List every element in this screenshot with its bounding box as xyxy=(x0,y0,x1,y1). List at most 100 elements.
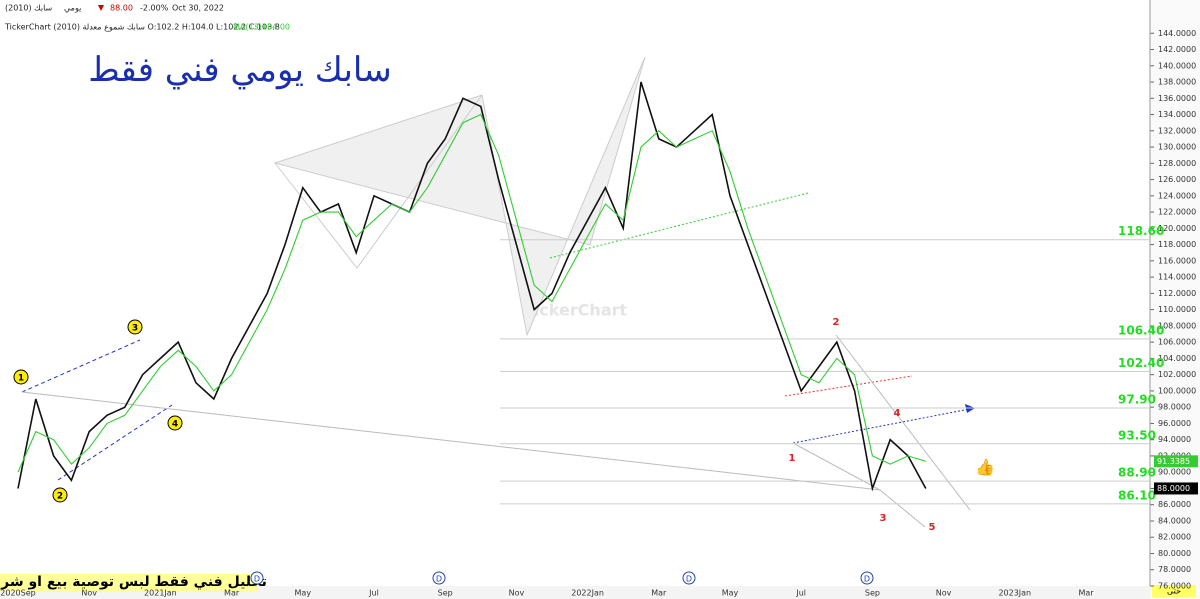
change: -2.00% xyxy=(140,4,169,13)
y-tick-label: 112.0000 xyxy=(1158,289,1196,298)
y-tick-label: 114.0000 xyxy=(1158,273,1196,282)
y-tick-label: 102.0000 xyxy=(1158,370,1196,379)
ma-last-box xyxy=(1154,455,1198,468)
last-price-label: 88.0000 xyxy=(1157,484,1190,493)
corner-label: حتى xyxy=(1167,587,1181,596)
y-tick-label: 140.0000 xyxy=(1158,61,1196,70)
y-tick-label: 122.0000 xyxy=(1158,208,1196,217)
y-tick-label: 98.0000 xyxy=(1158,403,1191,412)
x-tick-label: Jul xyxy=(368,589,379,598)
x-tick-label: 2022Jan xyxy=(571,589,604,598)
level-label: 106.40 xyxy=(1118,323,1164,337)
wave-circle xyxy=(13,369,29,385)
ma-last-label: 91.3385 xyxy=(1157,457,1190,466)
event-label: D xyxy=(436,575,442,584)
trend-line-green xyxy=(549,192,809,259)
harmonic-pattern xyxy=(273,56,646,337)
last-price-box xyxy=(1154,482,1198,495)
y-tick-label: 118.0000 xyxy=(1158,240,1196,249)
arrow-head xyxy=(965,404,975,413)
x-tick-label: 2023Jan xyxy=(998,589,1031,598)
watermark: TickerChart xyxy=(523,301,628,320)
price-line xyxy=(17,81,927,492)
y-tick-label: 84.0000 xyxy=(1158,516,1191,525)
drawings xyxy=(21,56,976,528)
x-tick-label: 2021Jan xyxy=(144,589,177,598)
x-tick-label: May xyxy=(722,589,739,598)
y-tick-label: 120.0000 xyxy=(1158,224,1196,233)
wave-red-label: 1 xyxy=(789,453,796,464)
y-tick-label: 116.0000 xyxy=(1158,256,1196,265)
x-tick-label: Mar xyxy=(1078,589,1094,598)
x-tick-label: Nov xyxy=(81,589,97,598)
level-label: 88.90 xyxy=(1118,466,1156,480)
pattern-line xyxy=(274,94,483,269)
y-tick-label: 138.0000 xyxy=(1158,78,1196,87)
level-label: 118.60 xyxy=(1118,224,1164,238)
y-tick-label: 106.0000 xyxy=(1158,338,1196,347)
y-tick-label: 82.0000 xyxy=(1158,533,1191,542)
event-circle xyxy=(860,571,874,585)
date: Oct 30, 2022 xyxy=(172,4,224,13)
disclaimer-box xyxy=(0,574,258,592)
x-tick-label: Nov xyxy=(936,589,952,598)
trend-line xyxy=(21,391,881,491)
x-tick-label: Nov xyxy=(509,589,525,598)
y-tick-label: 132.0000 xyxy=(1158,126,1196,135)
y-tick-label: 104.0000 xyxy=(1158,354,1196,363)
wave-label: 4 xyxy=(172,420,178,430)
y-tick-label: 76.0000 xyxy=(1158,582,1191,591)
wave-circle xyxy=(52,487,68,503)
y-tick-label: 126.0000 xyxy=(1158,175,1196,184)
period: يومي xyxy=(64,4,81,13)
wave-red-label: 2 xyxy=(833,317,840,328)
y-axis-band xyxy=(1150,0,1200,599)
y-tick-label: 134.0000 xyxy=(1158,110,1196,119)
x-tick-label: Mar xyxy=(224,589,240,598)
wave-circle xyxy=(167,415,183,431)
y-tick-label: 130.0000 xyxy=(1158,143,1196,152)
wave-label: 2 xyxy=(57,492,63,502)
thumb-icon: 👍 xyxy=(975,458,995,477)
channel xyxy=(21,339,173,481)
wave-circle xyxy=(127,319,143,335)
wedge xyxy=(792,334,971,528)
down-arrow xyxy=(98,5,104,11)
event-circle xyxy=(432,571,446,585)
trend-line-blue xyxy=(792,407,976,444)
y-tick-label: 142.0000 xyxy=(1158,45,1196,54)
x-axis-band xyxy=(0,586,1200,599)
wave-red-label: 3 xyxy=(880,513,887,524)
event-circle xyxy=(250,571,264,585)
y-tick-label: 86.0000 xyxy=(1158,500,1191,509)
event-label: D xyxy=(686,575,692,584)
y-tick-label: 90.0000 xyxy=(1158,468,1191,477)
y-tick-label: 78.0000 xyxy=(1158,565,1191,574)
y-tick-label: 100.0000 xyxy=(1158,386,1196,395)
x-tick-label: Jul xyxy=(795,589,806,598)
x-tick-label: Sep xyxy=(438,589,453,598)
x-tick-label: Mar xyxy=(651,589,667,598)
y-tick-label: 124.0000 xyxy=(1158,191,1196,200)
wave-label: 1 xyxy=(18,374,24,384)
level-label: 86.10 xyxy=(1118,488,1156,502)
level-label: 97.90 xyxy=(1118,392,1156,406)
disclaimer: تحليل فني فقط لبس توصية بيع او شراء xyxy=(0,574,267,590)
x-tick-label: Sep xyxy=(865,589,880,598)
ma-legend: MA(13) xyxy=(233,23,262,32)
y-tick-label: 94.0000 xyxy=(1158,435,1191,444)
y-tick-label: 110.0000 xyxy=(1158,305,1196,314)
event-label: D xyxy=(864,575,870,584)
level-label: 102.40 xyxy=(1118,356,1164,370)
wave-label: 3 xyxy=(132,324,138,334)
ma-line xyxy=(17,113,926,473)
event-label: D xyxy=(254,575,260,584)
price: 88.00 xyxy=(110,4,133,13)
x-tick-label: 2020Sep xyxy=(0,589,35,598)
y-tick-label: 128.0000 xyxy=(1158,159,1196,168)
event-circle xyxy=(682,571,696,585)
y-tick-label: 108.0000 xyxy=(1158,321,1196,330)
trend-line-red xyxy=(784,375,913,397)
wave-red-label: 5 xyxy=(929,522,936,533)
